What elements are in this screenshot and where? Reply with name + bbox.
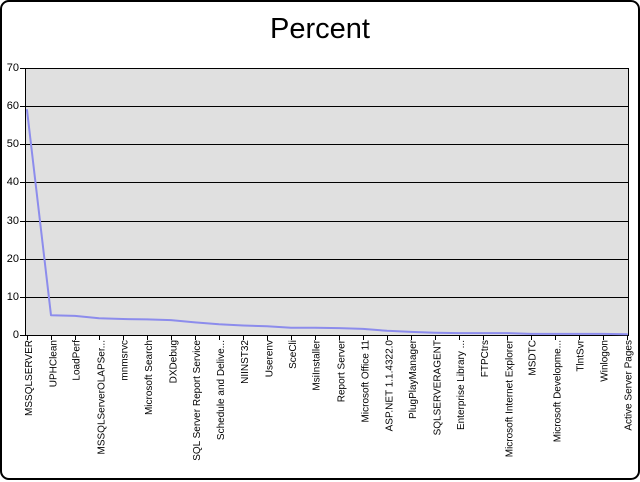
y-axis-label: 0 [12, 329, 19, 341]
y-axis-label: 10 [6, 290, 19, 303]
data-line-series [26, 109, 628, 336]
y-axis-label: 40 [6, 176, 19, 189]
chart-title: Percent [270, 13, 370, 45]
y-axis-label: 30 [6, 214, 19, 227]
plot-area [25, 68, 629, 336]
y-axis-label: 60 [6, 100, 19, 113]
y-axis-label: 20 [6, 252, 19, 265]
y-axis-label: 70 [6, 62, 19, 74]
y-axis-label: 50 [6, 138, 19, 151]
